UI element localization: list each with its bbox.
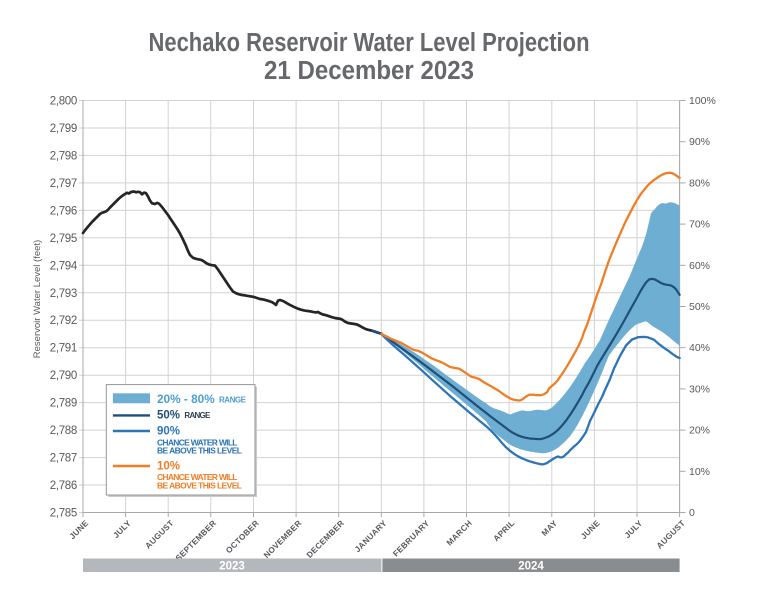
svg-text:2,790: 2,790: [50, 370, 77, 382]
svg-text:CHANCE WATER WILL: CHANCE WATER WILL: [157, 472, 238, 482]
svg-text:RANGE: RANGE: [219, 396, 247, 405]
svg-text:2,791: 2,791: [50, 343, 77, 355]
svg-text:50%: 50%: [689, 301, 710, 313]
svg-text:50%: 50%: [157, 410, 180, 422]
svg-text:2,794: 2,794: [50, 260, 78, 272]
svg-text:2,799: 2,799: [50, 123, 77, 135]
svg-text:2,787: 2,787: [50, 453, 77, 465]
svg-text:2,796: 2,796: [50, 205, 77, 217]
svg-text:2,798: 2,798: [50, 150, 77, 162]
svg-text:BE ABOVE THIS LEVEL: BE ABOVE THIS LEVEL: [157, 480, 242, 490]
svg-text:20% - 80%: 20% - 80%: [157, 392, 215, 406]
svg-text:70%: 70%: [689, 219, 710, 231]
svg-text:90%: 90%: [689, 136, 710, 148]
svg-text:2,792: 2,792: [50, 315, 77, 327]
svg-text:2,795: 2,795: [50, 233, 77, 245]
svg-text:2,793: 2,793: [50, 288, 77, 300]
svg-text:2,788: 2,788: [50, 425, 77, 437]
svg-text:60%: 60%: [689, 260, 710, 272]
svg-text:2024: 2024: [518, 561, 544, 573]
svg-text:Reservoir Water Level (feet): Reservoir Water Level (feet): [32, 240, 43, 358]
svg-text:21 December 2023: 21 December 2023: [264, 57, 474, 85]
svg-text:30%: 30%: [689, 383, 710, 395]
svg-text:2,800: 2,800: [50, 96, 77, 108]
svg-text:BE ABOVE THIS LEVEL: BE ABOVE THIS LEVEL: [157, 446, 242, 456]
svg-text:0: 0: [689, 507, 695, 519]
svg-text:2,786: 2,786: [50, 480, 77, 492]
svg-text:10%: 10%: [689, 466, 710, 478]
svg-text:CHANCE WATER WILL: CHANCE WATER WILL: [157, 438, 238, 448]
svg-text:Nechako Reservoir Water Level: Nechako Reservoir Water Level Projection: [149, 29, 590, 57]
svg-text:10%: 10%: [157, 461, 180, 473]
svg-text:20%: 20%: [689, 425, 710, 437]
svg-text:40%: 40%: [689, 342, 710, 354]
svg-text:2023: 2023: [219, 561, 245, 573]
svg-text:2,789: 2,789: [50, 398, 77, 410]
svg-text:2,797: 2,797: [50, 178, 77, 190]
svg-text:90%: 90%: [157, 426, 180, 438]
svg-text:RANGE: RANGE: [184, 411, 211, 420]
svg-text:80%: 80%: [689, 177, 710, 189]
svg-text:2,785: 2,785: [50, 508, 77, 520]
svg-text:100%: 100%: [689, 95, 716, 107]
